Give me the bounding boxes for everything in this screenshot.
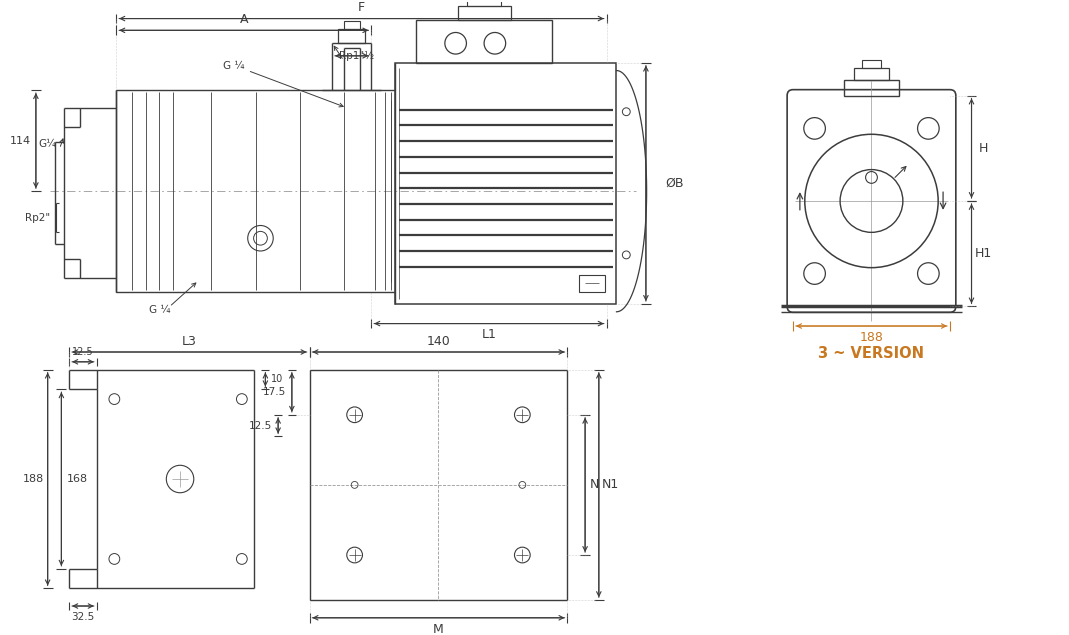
Text: 168: 168 xyxy=(66,474,88,484)
Text: 12.5: 12.5 xyxy=(72,347,94,357)
Bar xyxy=(854,68,889,80)
Text: F: F xyxy=(358,1,365,14)
Text: 188: 188 xyxy=(24,474,45,484)
Text: 114: 114 xyxy=(10,136,31,145)
Bar xyxy=(344,22,359,29)
Bar xyxy=(579,274,605,292)
Text: 32.5: 32.5 xyxy=(72,612,94,622)
Text: H1: H1 xyxy=(975,247,992,260)
Bar xyxy=(310,370,568,600)
Bar xyxy=(417,20,552,63)
Text: G ¼: G ¼ xyxy=(149,305,170,315)
Bar xyxy=(467,0,500,6)
Text: 140: 140 xyxy=(427,335,450,348)
Text: L3: L3 xyxy=(182,335,197,348)
Bar xyxy=(338,29,366,43)
Text: Rp2": Rp2" xyxy=(26,213,50,223)
Text: H: H xyxy=(978,142,988,155)
Text: M: M xyxy=(433,623,444,635)
Text: A: A xyxy=(239,13,248,26)
Text: 3 ~ VERSION: 3 ~ VERSION xyxy=(819,346,925,361)
Bar xyxy=(117,90,394,292)
Text: G ¼: G ¼ xyxy=(223,60,245,70)
Text: G¼: G¼ xyxy=(38,139,57,149)
Text: 17.5: 17.5 xyxy=(263,387,285,398)
Text: 188: 188 xyxy=(859,331,883,344)
Bar xyxy=(394,63,617,304)
Text: Rp1"½: Rp1"½ xyxy=(339,51,374,61)
Text: 10: 10 xyxy=(272,375,283,384)
Bar xyxy=(845,80,899,95)
Text: N1: N1 xyxy=(602,478,619,491)
Bar xyxy=(862,60,881,68)
Text: ØB: ØB xyxy=(666,177,684,190)
Text: L1: L1 xyxy=(481,328,496,341)
Text: N: N xyxy=(590,478,600,491)
Text: 12.5: 12.5 xyxy=(249,420,273,431)
Bar xyxy=(458,6,511,20)
